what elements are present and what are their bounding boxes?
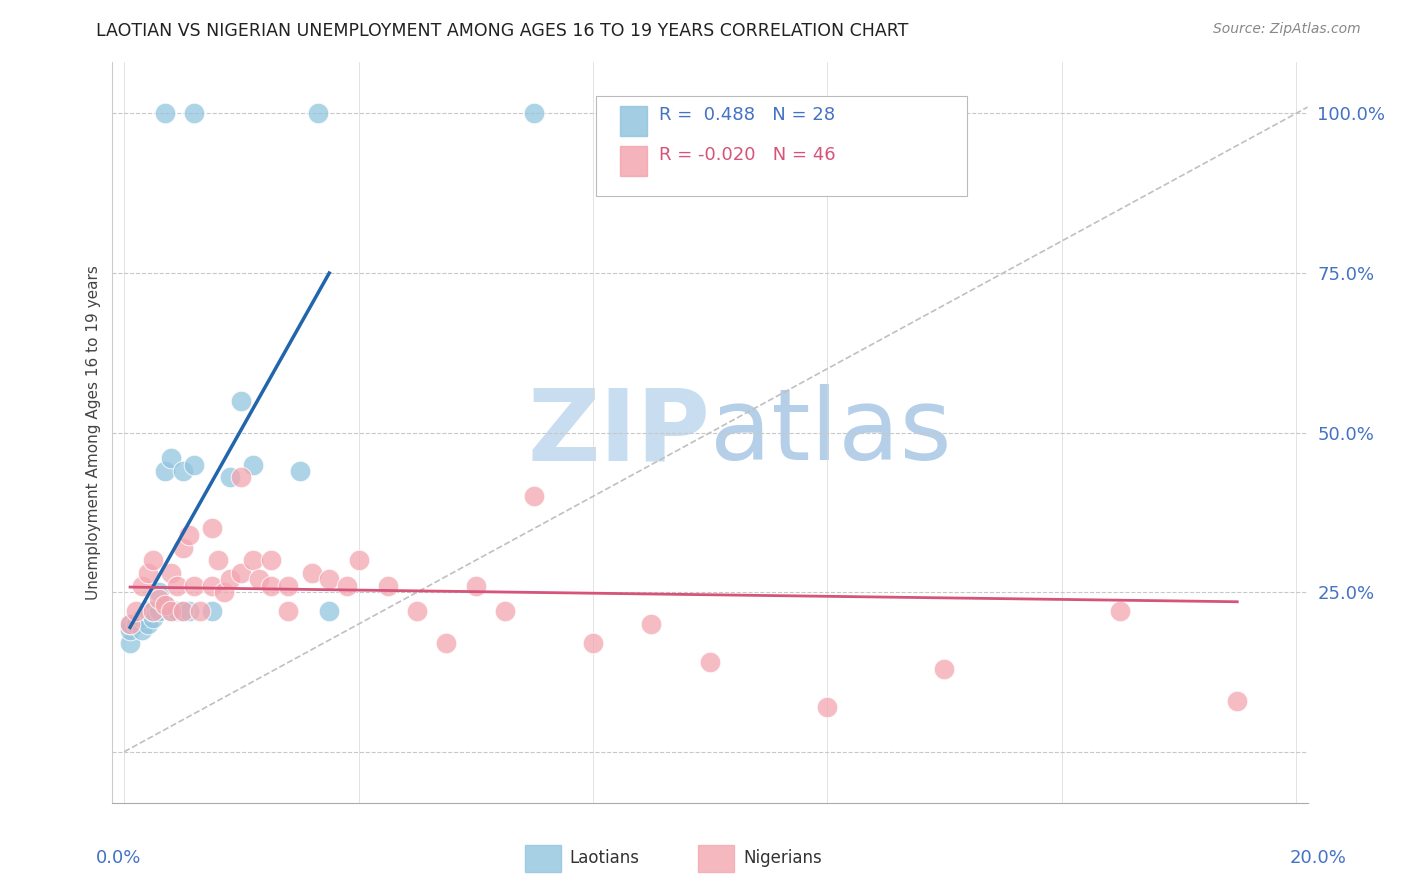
Point	[247, 573, 270, 587]
Point	[183, 458, 205, 472]
Bar	[620, 146, 647, 176]
Text: atlas: atlas	[710, 384, 952, 481]
Point	[148, 591, 170, 606]
Point	[120, 636, 141, 650]
Point	[142, 553, 165, 567]
Point	[120, 617, 141, 632]
Point	[172, 541, 194, 555]
Point	[188, 604, 212, 618]
Point	[172, 464, 194, 478]
Point	[218, 470, 240, 484]
Point	[934, 662, 956, 676]
Point	[131, 611, 153, 625]
Bar	[524, 845, 561, 871]
Point	[131, 624, 153, 638]
Point	[155, 106, 177, 120]
FancyBboxPatch shape	[596, 95, 967, 195]
Point	[125, 604, 148, 618]
Point	[160, 451, 183, 466]
Text: 20.0%: 20.0%	[1291, 849, 1347, 867]
Point	[336, 579, 359, 593]
Bar	[620, 106, 647, 136]
Point	[148, 585, 170, 599]
Point	[160, 566, 183, 580]
Point	[136, 617, 159, 632]
Point	[231, 393, 253, 408]
Text: R =  0.488   N = 28: R = 0.488 N = 28	[658, 106, 835, 124]
Point	[148, 604, 170, 618]
Point	[277, 604, 299, 618]
Bar	[699, 845, 734, 871]
Point	[242, 553, 264, 567]
Point	[1109, 604, 1132, 618]
Text: Nigerians: Nigerians	[744, 849, 823, 867]
Text: Source: ZipAtlas.com: Source: ZipAtlas.com	[1213, 22, 1361, 37]
Point	[212, 585, 235, 599]
Text: Laotians: Laotians	[569, 849, 638, 867]
Point	[436, 636, 458, 650]
Point	[318, 604, 340, 618]
Point	[160, 604, 183, 618]
Point	[307, 106, 329, 120]
Point	[142, 604, 165, 618]
Point	[582, 636, 605, 650]
Point	[155, 598, 177, 612]
Point	[172, 604, 194, 618]
Point	[166, 579, 188, 593]
Point	[177, 527, 200, 541]
Point	[815, 700, 838, 714]
Point	[136, 604, 159, 618]
Point	[231, 470, 253, 484]
Text: LAOTIAN VS NIGERIAN UNEMPLOYMENT AMONG AGES 16 TO 19 YEARS CORRELATION CHART: LAOTIAN VS NIGERIAN UNEMPLOYMENT AMONG A…	[96, 22, 908, 40]
Point	[142, 611, 165, 625]
Point	[201, 604, 224, 618]
Point	[201, 579, 224, 593]
Point	[183, 579, 205, 593]
Point	[160, 604, 183, 618]
Point	[523, 490, 546, 504]
Point	[406, 604, 429, 618]
Point	[120, 624, 141, 638]
Point	[172, 604, 194, 618]
Point	[699, 656, 721, 670]
Point	[183, 106, 205, 120]
Point	[260, 553, 283, 567]
Point	[125, 617, 148, 632]
Y-axis label: Unemployment Among Ages 16 to 19 years: Unemployment Among Ages 16 to 19 years	[86, 265, 101, 600]
Point	[494, 604, 516, 618]
Point	[218, 573, 240, 587]
Point	[155, 464, 177, 478]
Point	[301, 566, 323, 580]
Point	[523, 106, 546, 120]
Point	[377, 579, 399, 593]
Point	[260, 579, 283, 593]
Text: R = -0.020   N = 46: R = -0.020 N = 46	[658, 145, 835, 164]
Point	[166, 604, 188, 618]
Point	[242, 458, 264, 472]
Text: 0.0%: 0.0%	[96, 849, 141, 867]
Point	[318, 573, 340, 587]
Point	[1226, 694, 1249, 708]
Point	[120, 617, 141, 632]
Point	[142, 604, 165, 618]
Point	[464, 579, 486, 593]
Point	[231, 566, 253, 580]
Point	[131, 579, 153, 593]
Point	[155, 598, 177, 612]
Point	[136, 566, 159, 580]
Point	[177, 604, 200, 618]
Point	[288, 464, 311, 478]
Point	[347, 553, 370, 567]
Point	[277, 579, 299, 593]
Point	[207, 553, 229, 567]
Text: ZIP: ZIP	[527, 384, 710, 481]
Point	[201, 521, 224, 535]
Point	[640, 617, 662, 632]
